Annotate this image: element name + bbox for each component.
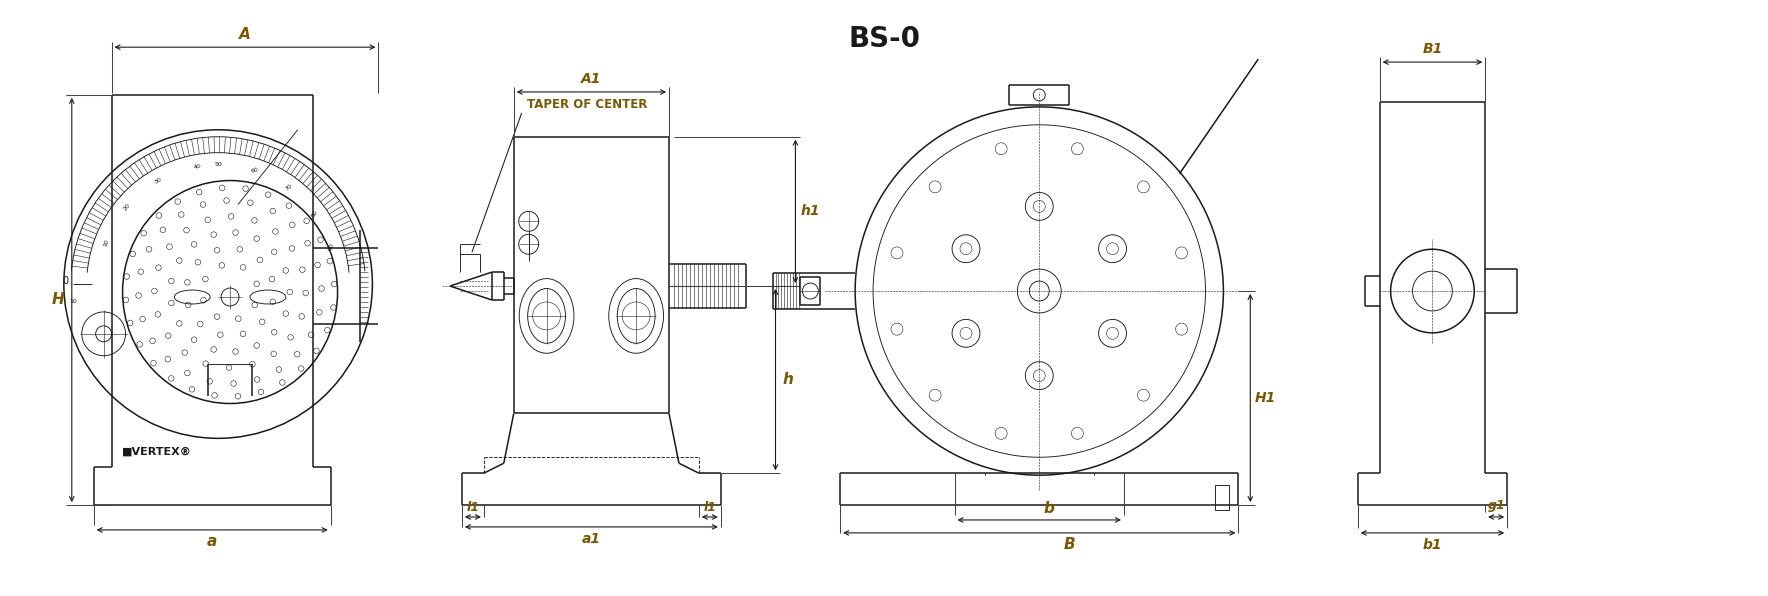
Text: BS-0: BS-0 [849, 25, 919, 53]
Text: 50: 50 [214, 162, 223, 167]
Text: h1: h1 [801, 204, 820, 218]
Text: h: h [783, 372, 794, 387]
Text: 0: 0 [62, 276, 69, 286]
Text: H1: H1 [1255, 391, 1276, 405]
Text: ■VERTEX®: ■VERTEX® [122, 446, 191, 457]
Text: l1: l1 [467, 501, 479, 514]
Text: 70: 70 [283, 183, 293, 192]
Text: 30: 30 [154, 176, 163, 185]
Text: a1: a1 [582, 532, 601, 546]
Text: B: B [1063, 538, 1075, 552]
Text: a: a [207, 535, 217, 550]
Text: b: b [1043, 501, 1055, 516]
Text: A: A [239, 27, 251, 42]
Text: 90: 90 [329, 243, 336, 252]
Text: b1: b1 [1423, 538, 1443, 552]
Text: TAPER OF CENTER: TAPER OF CENTER [527, 98, 647, 111]
Text: 10: 10 [69, 299, 76, 305]
Text: g1: g1 [1487, 498, 1505, 511]
Text: B1: B1 [1421, 42, 1443, 56]
Text: 40: 40 [193, 163, 202, 170]
Text: 20: 20 [122, 203, 131, 212]
Text: 80: 80 [311, 209, 318, 219]
Text: A1: A1 [582, 72, 601, 86]
Text: l1: l1 [704, 501, 716, 514]
Text: H: H [51, 293, 64, 308]
Text: 10: 10 [103, 239, 110, 248]
Text: 60: 60 [251, 167, 260, 174]
